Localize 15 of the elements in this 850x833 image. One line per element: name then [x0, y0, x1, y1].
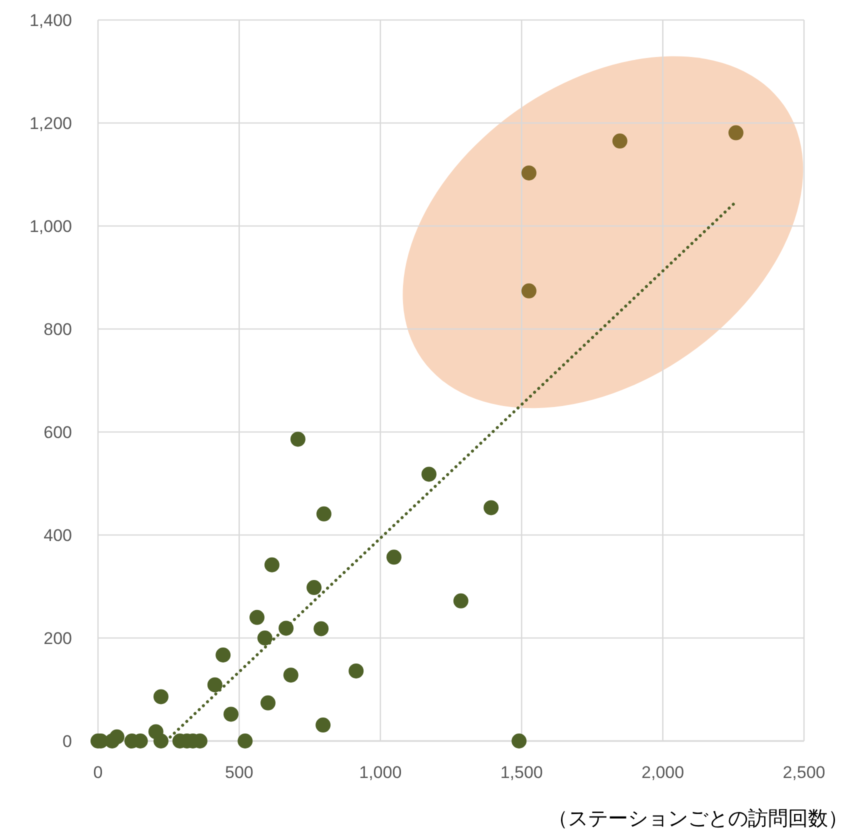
y-tick-label: 1,200	[29, 114, 72, 133]
x-tick-label: 1,500	[500, 763, 543, 782]
x-tick-label: 2,000	[642, 763, 684, 782]
y-tick-label: 600	[44, 423, 72, 442]
y-tick-label: 1,400	[29, 11, 72, 30]
x-tick-label: 0	[93, 763, 103, 782]
x-tick-label: 2,500	[782, 763, 826, 782]
x-axis-title: （ステーションごとの訪問回数）	[548, 808, 848, 830]
x-tick-label: 1,000	[359, 763, 402, 782]
y-tick-label: 200	[44, 629, 72, 648]
y-tick-label: 0	[62, 732, 72, 751]
y-tick-label: 1,000	[29, 217, 72, 236]
x-tick-label: 500	[225, 763, 254, 782]
y-tick-label: 400	[44, 526, 72, 545]
y-tick-label: 800	[44, 320, 72, 339]
